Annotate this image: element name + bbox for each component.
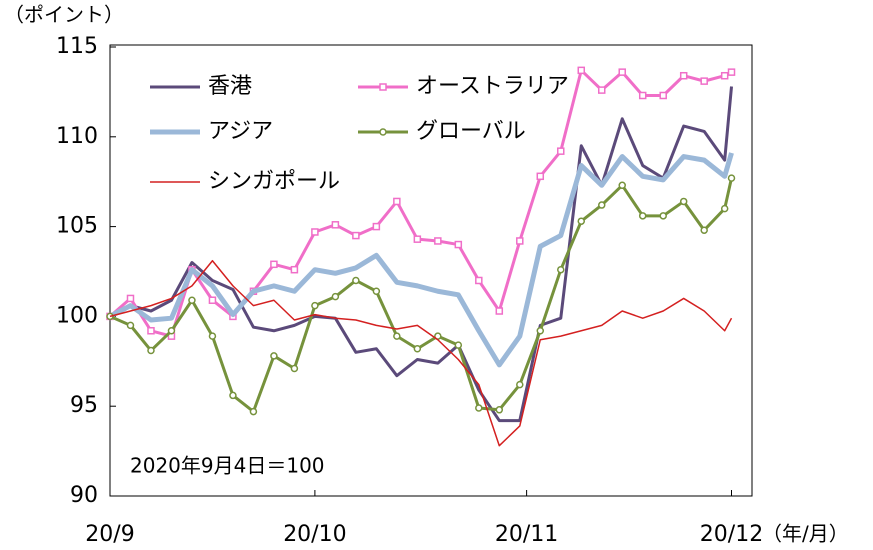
y-tick-label: 110	[56, 124, 98, 149]
point-marker	[638, 212, 647, 220]
point-marker	[229, 391, 237, 400]
point-marker	[352, 276, 360, 285]
legend-label: シンガポール	[208, 169, 340, 194]
y-tick-label: 115	[56, 34, 98, 59]
point-marker	[659, 212, 667, 220]
x-tick-label: 20/12	[700, 522, 763, 547]
point-marker	[475, 276, 483, 285]
point-marker	[147, 346, 155, 355]
point-marker	[679, 71, 688, 80]
point-marker	[700, 77, 708, 85]
point-marker	[516, 380, 524, 389]
y-tick-label: 100	[56, 303, 98, 328]
point-marker	[727, 68, 736, 76]
point-marker	[557, 147, 565, 155]
y-tick-label: 95	[70, 393, 98, 418]
point-marker	[126, 294, 135, 303]
point-marker	[536, 327, 545, 335]
x-tick-label: 20/10	[283, 522, 346, 547]
series-line	[109, 259, 733, 447]
point-marker	[208, 296, 217, 304]
point-marker	[393, 197, 401, 206]
point-marker	[331, 221, 340, 229]
series-line	[109, 86, 734, 423]
point-marker	[188, 296, 196, 304]
point-marker	[577, 66, 586, 75]
point-marker	[516, 237, 524, 245]
point-marker	[720, 204, 729, 213]
point-marker	[208, 332, 217, 340]
point-marker	[126, 321, 135, 330]
legend-label: グローバル	[416, 119, 526, 144]
y-tick-label: 90	[70, 483, 98, 508]
point-marker	[475, 404, 483, 412]
point-marker	[700, 226, 708, 234]
x-tick-label: 20/11	[495, 522, 558, 547]
series-line	[109, 177, 733, 414]
point-marker	[249, 407, 258, 416]
point-marker	[557, 265, 565, 274]
point-marker	[597, 201, 606, 209]
annotation: 2020年9月4日＝100	[130, 454, 325, 478]
point-marker	[331, 292, 340, 301]
point-marker	[147, 327, 155, 335]
point-marker	[372, 287, 381, 296]
point-marker	[618, 68, 626, 76]
plot-frame	[109, 44, 753, 497]
point-marker	[290, 265, 299, 274]
point-marker	[311, 301, 319, 310]
point-marker	[495, 406, 504, 414]
y-unit-label: （ポイント）	[4, 3, 124, 27]
point-marker	[495, 307, 504, 315]
point-marker	[270, 352, 278, 360]
point-marker	[311, 228, 319, 236]
point-marker	[659, 91, 667, 100]
point-marker	[372, 222, 381, 231]
point-marker	[413, 344, 422, 353]
point-marker	[393, 332, 401, 340]
series-line	[109, 68, 733, 338]
point-marker	[536, 172, 545, 181]
legend-label: オーストラリア	[416, 74, 569, 99]
point-marker	[270, 260, 278, 269]
point-marker	[720, 71, 729, 80]
point-marker	[167, 327, 176, 335]
legend-label: アジア	[208, 119, 273, 144]
point-marker	[454, 240, 463, 249]
y-tick-label: 105	[56, 214, 98, 239]
point-marker	[727, 174, 736, 182]
point-marker	[290, 364, 299, 373]
legend-marker	[379, 83, 387, 91]
point-marker	[352, 231, 360, 240]
legend-marker	[379, 128, 387, 136]
point-marker	[577, 217, 586, 225]
point-marker	[434, 237, 442, 245]
series-line	[108, 152, 734, 368]
point-marker	[597, 86, 606, 94]
point-marker	[638, 91, 647, 100]
x-unit-label: （年/月）	[762, 522, 849, 546]
point-marker	[413, 235, 422, 243]
x-tick-label: 20/9	[85, 522, 134, 547]
point-marker	[679, 197, 688, 206]
point-marker	[454, 341, 463, 349]
legend-label: 香港	[208, 74, 252, 99]
point-marker	[618, 181, 626, 190]
